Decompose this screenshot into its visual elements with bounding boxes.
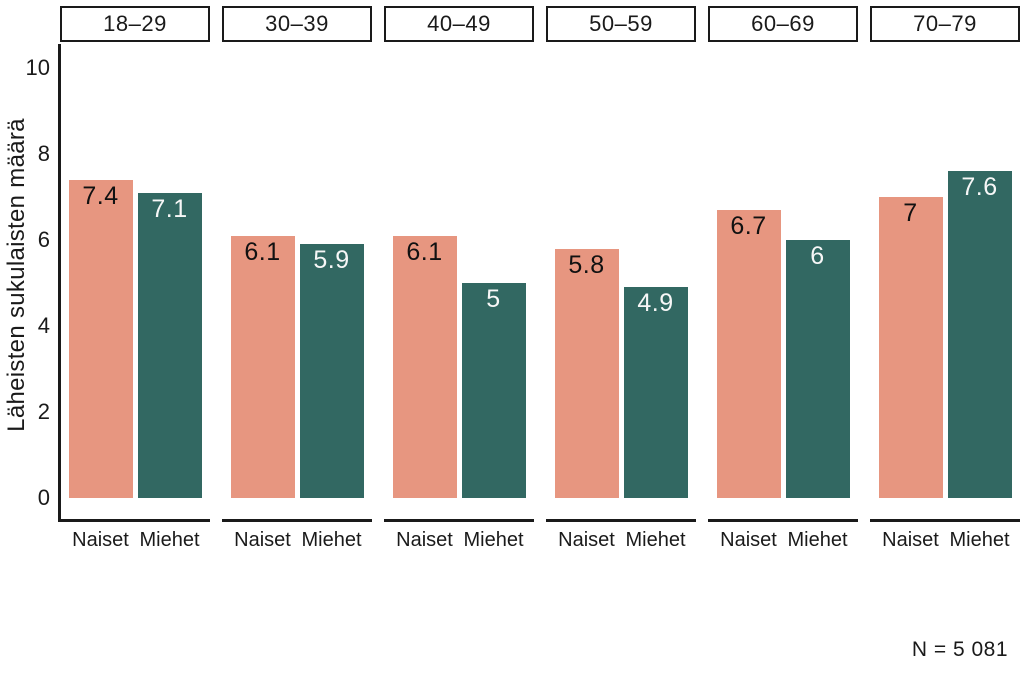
category-labels: Naiset Miehet (384, 529, 534, 552)
bar-value-label: 6 (810, 242, 825, 270)
facet-strip-label: 60–69 (708, 6, 858, 42)
category-label-naiset: Naiset (558, 529, 615, 551)
x-axis-line (222, 519, 372, 522)
bar-naiset: 6.1 (392, 235, 457, 498)
bar-miehet: 5.9 (299, 244, 364, 498)
category-label-naiset: Naiset (396, 529, 453, 551)
bar-value-label: 5.9 (313, 246, 350, 275)
category-labels: Naiset Miehet (60, 529, 210, 552)
category-labels: Naiset Miehet (870, 529, 1020, 552)
category-labels: Naiset Miehet (222, 529, 372, 552)
facet-plot-area: 6.7 6 (708, 42, 858, 498)
category-label-miehet: Miehet (463, 529, 524, 551)
facet-strip-label: 50–59 (546, 6, 696, 42)
facet-strip-label: 40–49 (384, 6, 534, 42)
category-label-miehet: Miehet (625, 529, 686, 551)
facet-plot-area: 5.8 4.9 (546, 42, 696, 498)
facet-strip-label: 30–39 (222, 6, 372, 42)
bar-naiset: 7 (878, 197, 943, 498)
facet-plot-area: 7 7.6 (870, 42, 1020, 498)
bar-value-label: 7.1 (151, 194, 188, 223)
bar-naiset: 7.4 (68, 179, 133, 498)
x-axis-line (870, 519, 1020, 522)
bar-miehet: 5 (461, 283, 526, 498)
y-tick-label: 0 (37, 485, 50, 510)
facet-panel: 60–69 6.7 6 Naiset Miehet (708, 6, 858, 552)
y-axis-line (58, 44, 61, 522)
bar-miehet: 7.1 (137, 192, 202, 498)
category-label-miehet: Miehet (139, 529, 200, 551)
facet-plot-area: 7.4 7.1 (60, 42, 210, 498)
category-label-naiset: Naiset (882, 529, 939, 551)
bar-miehet: 6 (785, 240, 850, 498)
category-label-miehet: Miehet (949, 529, 1010, 551)
bar-miehet: 4.9 (623, 287, 688, 498)
category-label-naiset: Naiset (234, 529, 291, 551)
facet-panel: 18–29 7.4 7.1 Naiset Miehet (60, 6, 210, 552)
x-axis-line (546, 519, 696, 522)
bar-value-label: 6.7 (730, 211, 767, 240)
x-axis-line (384, 519, 534, 522)
category-labels: Naiset Miehet (546, 529, 696, 552)
facet-panel: 40–49 6.1 5 Naiset Miehet (384, 6, 534, 552)
bar-naiset: 6.1 (230, 235, 295, 498)
y-tick-label: 6 (37, 227, 50, 252)
category-label-naiset: Naiset (720, 529, 777, 551)
bar-value-label: 5.8 (568, 250, 605, 279)
bar-value-label: 6.1 (406, 237, 443, 266)
facet-plot-area: 6.1 5 (384, 42, 534, 498)
bar-value-label: 6.1 (244, 237, 281, 266)
facet-plot-area: 6.1 5.9 (222, 42, 372, 498)
facet-panel: 70–79 7 7.6 Naiset Miehet (870, 6, 1020, 552)
y-tick-label: 10 (25, 55, 50, 80)
bar-value-label: 7.4 (82, 181, 119, 210)
facet-strip-label: 70–79 (870, 6, 1020, 42)
bar-value-label: 7.6 (961, 173, 998, 202)
facet-panel: 50–59 5.8 4.9 Naiset Miehet (546, 6, 696, 552)
bar-naiset: 5.8 (554, 248, 619, 498)
bar-miehet: 7.6 (947, 171, 1012, 498)
facet-strip-label: 18–29 (60, 6, 210, 42)
facet-panels: 18–29 7.4 7.1 Naiset Miehet 30–39 6.1 5.9 Naiset… (60, 6, 1020, 552)
category-label-naiset: Naiset (72, 529, 129, 551)
x-axis-line (60, 519, 210, 522)
bar-value-label: 7 (903, 199, 918, 227)
category-labels: Naiset Miehet (708, 529, 858, 552)
y-tick-label: 8 (37, 141, 50, 166)
bar-naiset: 6.7 (716, 209, 781, 498)
bar-value-label: 5 (486, 285, 501, 313)
y-tick-label: 2 (37, 399, 50, 424)
facet-panel: 30–39 6.1 5.9 Naiset Miehet (222, 6, 372, 552)
y-tick-label: 4 (37, 313, 50, 338)
category-label-miehet: Miehet (787, 529, 848, 551)
x-axis-line (708, 519, 858, 522)
bar-value-label: 4.9 (637, 289, 674, 318)
category-label-miehet: Miehet (301, 529, 362, 551)
sample-size-note: N = 5 081 (911, 638, 1008, 661)
